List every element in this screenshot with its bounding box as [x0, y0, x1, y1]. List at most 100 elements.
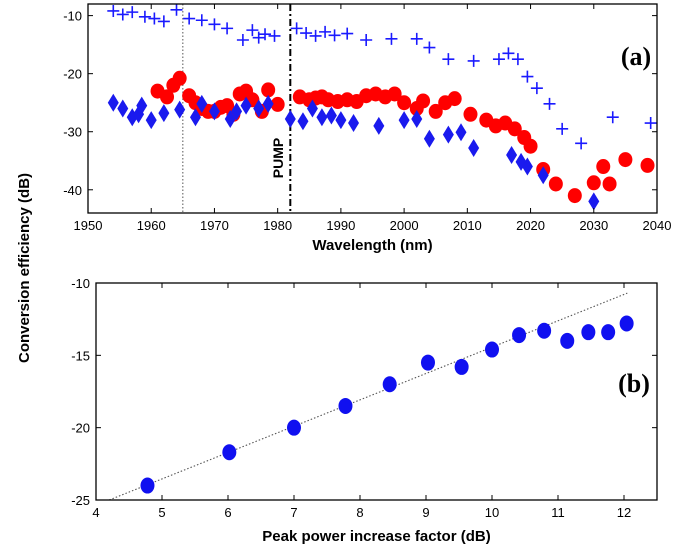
- plus-marker: [423, 41, 436, 54]
- circle-marker: [463, 106, 478, 122]
- plus-marker: [530, 82, 543, 95]
- panel-a-x-axis-label: Wavelength (nm): [312, 237, 432, 254]
- plus-marker: [360, 33, 373, 46]
- diamond-marker: [107, 93, 119, 112]
- diamond-marker: [196, 94, 208, 113]
- circle-marker: [537, 322, 552, 339]
- panel-b: 4 5 6 7 8 9 10 11 12 -10 -15 -20 -25 (b) Peak power …: [71, 276, 658, 545]
- plus-marker: [502, 47, 515, 60]
- x-tick-label: 10: [485, 505, 499, 520]
- y-tick-label: -10: [71, 276, 90, 291]
- circle-marker: [160, 89, 175, 105]
- circle-marker: [512, 327, 527, 344]
- x-tick-label: 1980: [263, 218, 292, 233]
- plus-marker: [290, 22, 303, 35]
- plus-marker: [644, 117, 657, 130]
- y-tick-label: -30: [63, 125, 82, 140]
- y-tick-label: -40: [63, 183, 82, 198]
- plus-marker: [208, 18, 221, 31]
- diamond-marker: [145, 111, 157, 130]
- x-tick-label: 1960: [137, 218, 166, 233]
- circle-marker: [507, 121, 522, 137]
- plus-marker: [157, 15, 170, 28]
- circle-marker: [140, 477, 155, 494]
- circle-marker: [619, 315, 634, 332]
- diamond-marker: [442, 125, 454, 144]
- x-tick-label: 9: [422, 505, 429, 520]
- panel-b-x-axis-label: Peak power increase factor (dB): [262, 528, 490, 545]
- y-axis-label: Conversion efficiency (dB): [16, 173, 33, 363]
- diamond-marker: [262, 94, 274, 113]
- diamond-marker: [411, 109, 423, 128]
- plus-marker: [170, 3, 183, 16]
- fit-line: [108, 292, 628, 501]
- plus-marker: [300, 27, 313, 40]
- x-tick-label: 1990: [326, 218, 355, 233]
- plus-marker: [556, 122, 569, 135]
- diamond-marker: [398, 111, 410, 130]
- diamond-marker: [158, 104, 170, 123]
- circle-marker: [416, 93, 431, 109]
- diamond-marker: [136, 96, 148, 115]
- circle-marker: [596, 159, 611, 175]
- plus-marker: [385, 32, 398, 45]
- plus-marker: [606, 111, 619, 124]
- plus-marker: [575, 137, 588, 150]
- x-tick-label: 2020: [516, 218, 545, 233]
- panel-a-ticks: 1950 1960 1970 1980 1990 2000 2010 2020 2030 2040…: [63, 4, 671, 233]
- circle-marker: [261, 82, 276, 98]
- plus-marker: [521, 70, 534, 83]
- circle-marker: [454, 358, 469, 375]
- plus-marker: [442, 53, 455, 66]
- panel-a-marks: [107, 3, 657, 213]
- plus-marker: [543, 97, 556, 110]
- panel-b-ticks: 4 5 6 7 8 9 10 11 12 -10 -15 -20 -25: [71, 276, 657, 520]
- plus-marker: [183, 12, 196, 25]
- plus-marker: [116, 8, 129, 21]
- diamond-marker: [423, 129, 435, 148]
- diamond-marker: [521, 157, 533, 176]
- diamond-marker: [240, 96, 252, 115]
- diamond-marker: [117, 99, 129, 118]
- circle-marker: [485, 341, 499, 358]
- diamond-marker: [335, 111, 347, 130]
- circle-marker: [397, 95, 412, 111]
- x-tick-label: 1970: [200, 218, 229, 233]
- y-tick-label: -20: [71, 421, 90, 436]
- diamond-marker: [373, 116, 385, 135]
- panel-b-frame: [95, 282, 658, 501]
- panel-a: 1950 1960 1970 1980 1990 2000 2010 2020 2030 2040…: [63, 3, 671, 254]
- plus-marker: [148, 12, 161, 25]
- x-tick-label: 12: [617, 505, 631, 520]
- plus-marker: [492, 53, 505, 66]
- pump-annotation: PUMP: [270, 138, 286, 178]
- x-tick-label: 1950: [74, 218, 103, 233]
- circle-marker: [287, 419, 301, 436]
- plus-marker: [246, 24, 259, 37]
- y-tick-label: -25: [71, 493, 90, 508]
- plus-marker: [410, 32, 423, 45]
- diamond-marker: [468, 138, 480, 157]
- diamond-marker: [189, 108, 201, 127]
- plus-marker: [309, 29, 322, 42]
- circle-marker: [447, 91, 462, 107]
- plus-marker: [259, 28, 272, 41]
- panel-a-label: (a): [621, 42, 651, 71]
- diamond-marker: [284, 109, 296, 128]
- circle-marker: [601, 324, 616, 341]
- y-tick-label: -10: [63, 9, 82, 24]
- plus-marker: [252, 31, 265, 44]
- plus-marker: [138, 10, 151, 23]
- plus-marker: [319, 25, 332, 38]
- x-tick-label: 8: [356, 505, 363, 520]
- circle-marker: [618, 152, 633, 168]
- circle-marker: [387, 86, 402, 102]
- x-tick-label: 2010: [453, 218, 482, 233]
- diamond-marker: [231, 102, 243, 121]
- plus-marker: [221, 22, 234, 35]
- circle-marker: [560, 332, 575, 349]
- x-tick-label: 4: [92, 505, 99, 520]
- x-tick-label: 5: [158, 505, 165, 520]
- circle-marker: [523, 138, 538, 154]
